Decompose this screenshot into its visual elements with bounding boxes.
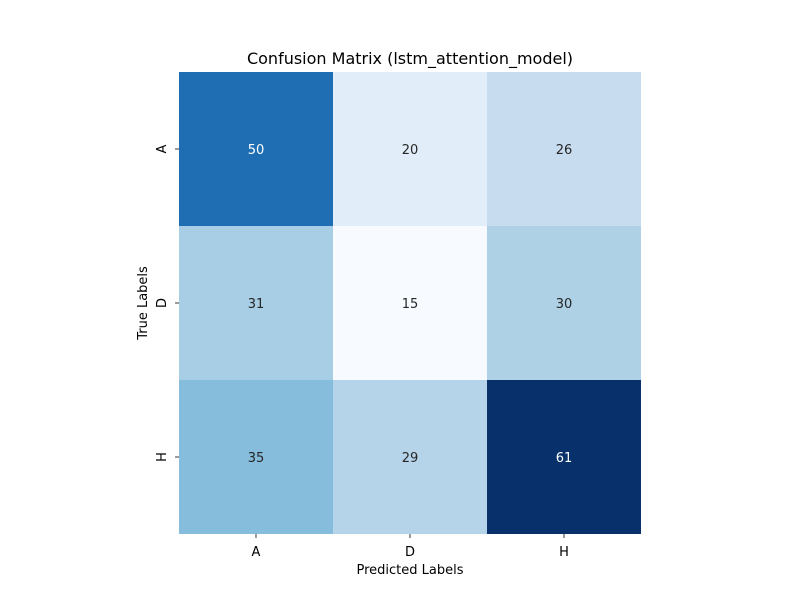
cell-value-label: 31: [248, 297, 265, 312]
heatmap-cell-H-A: [179, 380, 333, 534]
cell-value-label: 61: [556, 451, 573, 466]
heatmap-cell-H-H: [487, 380, 641, 534]
x-tick-label: A: [252, 545, 261, 560]
cell-value-label: 30: [556, 297, 573, 312]
heatmap-cell-D-H: [487, 226, 641, 380]
cell-value-label: 50: [248, 143, 265, 158]
x-axis-label: Predicted Labels: [356, 563, 463, 578]
heatmap-cell-D-D: [333, 226, 487, 380]
cell-value-label: 15: [402, 297, 419, 312]
cell-value-label: 29: [402, 451, 419, 466]
x-tick-label: D: [405, 545, 415, 560]
heatmap-cell-A-A: [179, 72, 333, 226]
heatmap-cells: [179, 72, 641, 534]
y-tick-label: D: [155, 298, 170, 308]
heatmap-cell-A-H: [487, 72, 641, 226]
cell-value-label: 20: [402, 143, 419, 158]
y-axis-ticks: A D H: [155, 144, 179, 462]
cell-value-label: 35: [248, 451, 265, 466]
cell-value-label: 26: [556, 143, 573, 158]
heatmap-cell-A-D: [333, 72, 487, 226]
heatmap-cell-D-A: [179, 226, 333, 380]
heatmap-cell-H-D: [333, 380, 487, 534]
heatmap-cell-labels: 50 20 26 31 15 30 35 29 61: [248, 143, 573, 466]
y-tick-label: A: [155, 144, 170, 153]
y-axis-label: True Labels: [136, 266, 151, 341]
chart-title: Confusion Matrix (lstm_attention_model): [247, 49, 573, 69]
y-tick-label: H: [155, 452, 170, 462]
x-tick-label: H: [559, 545, 569, 560]
